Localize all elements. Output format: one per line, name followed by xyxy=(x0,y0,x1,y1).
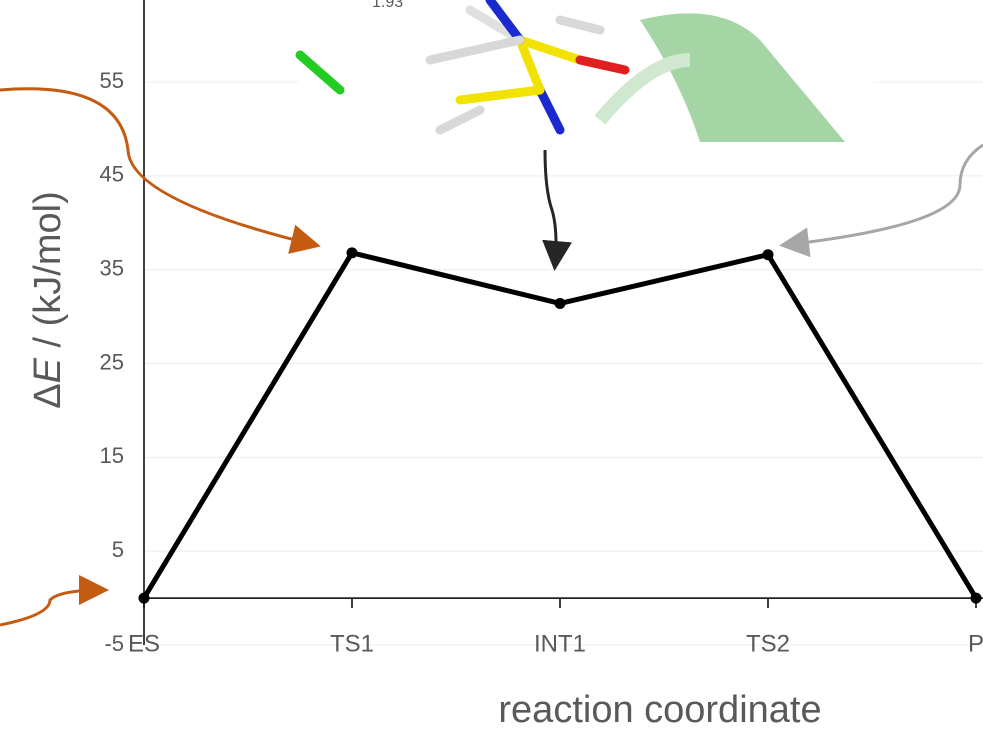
arrow xyxy=(545,150,556,265)
distance-label: 1.93 xyxy=(372,0,403,11)
y-axis-label: ΔE / (kJ/mol) xyxy=(27,191,69,409)
x-tick-label: TS2 xyxy=(746,630,790,657)
y-axis-label-part: / (kJ/mol) xyxy=(27,191,69,358)
point xyxy=(139,593,150,604)
point xyxy=(555,298,566,309)
x-axis-label: reaction coordinate xyxy=(498,689,821,731)
y-tick-label: 45 xyxy=(100,162,124,187)
y-tick-label: 5 xyxy=(112,537,124,562)
y-tick-label: -5 xyxy=(104,631,124,656)
y-tick-label: 15 xyxy=(100,443,124,468)
y-tick-label: 25 xyxy=(100,349,124,374)
point xyxy=(971,593,982,604)
point xyxy=(763,249,774,260)
x-tick-label: INT1 xyxy=(534,630,586,657)
x-tick-label: TS1 xyxy=(330,630,374,657)
arrow xyxy=(0,590,103,625)
y-axis-label-part: E xyxy=(27,357,69,383)
y-tick-label: 55 xyxy=(100,68,124,93)
molecule-image: 1.93 xyxy=(298,0,873,142)
y-tick-label: 35 xyxy=(100,256,124,281)
y-axis-label-part: Δ xyxy=(27,383,69,408)
arrow xyxy=(785,145,983,245)
x-tick-label: P xyxy=(968,630,983,657)
chart: -5 5 15 25 35 45 55 ES TS1 INT1 TS2 P 1.93 reaction… xyxy=(0,0,983,734)
x-tick-label: ES xyxy=(128,630,160,657)
point xyxy=(347,247,358,258)
